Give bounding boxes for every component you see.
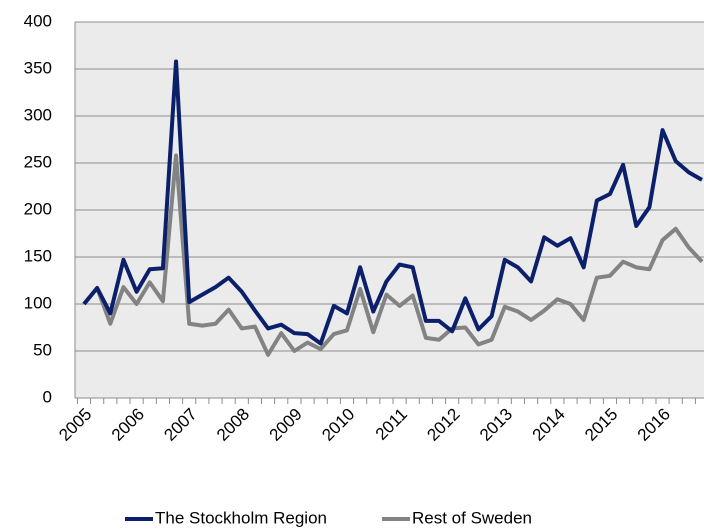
y-tick-label: 150: [24, 246, 52, 265]
y-tick-label: 0: [43, 387, 52, 406]
series-line: [82, 59, 703, 346]
y-tick-label: 200: [24, 199, 52, 218]
x-tick-label: 2007: [160, 405, 200, 445]
y-tick-label: 300: [24, 105, 52, 124]
x-tick-label: 2015: [581, 405, 621, 445]
x-tick-label: 2013: [476, 405, 516, 445]
x-tick-label: 2010: [318, 405, 358, 445]
y-tick-label: 350: [24, 58, 52, 77]
x-tick-label: 2016: [634, 405, 674, 445]
x-tick-label: 2012: [423, 405, 463, 445]
x-tick-label: 2009: [266, 405, 306, 445]
x-tick-label: 2006: [108, 405, 148, 445]
y-tick-label: 100: [24, 293, 52, 312]
x-tick-label: 2005: [55, 405, 95, 445]
legend-label: The Stockholm Region: [155, 508, 327, 527]
x-tick-label: 2008: [213, 405, 253, 445]
legend-label: Rest of Sweden: [412, 508, 532, 527]
x-tick-label: 2014: [529, 405, 569, 445]
y-tick-label: 400: [24, 11, 52, 30]
y-tick-label: 50: [33, 340, 52, 359]
x-tick-label: 2011: [372, 405, 411, 444]
y-tick-label: 250: [24, 152, 52, 171]
